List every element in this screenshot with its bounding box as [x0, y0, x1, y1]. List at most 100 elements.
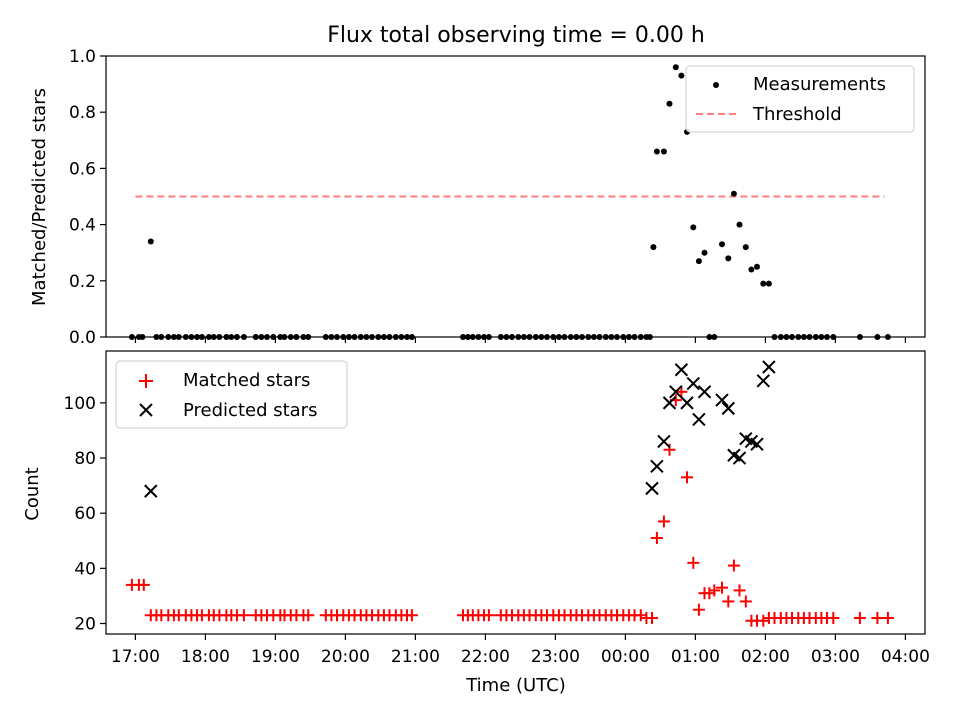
predicted-star-point — [715, 393, 729, 407]
matched-star-point — [881, 612, 894, 625]
predicted-star-point — [662, 396, 677, 410]
x-tick-label: 01:00 — [671, 647, 720, 667]
predicted-star-point — [144, 484, 158, 498]
y-tick-label: 0.6 — [69, 159, 96, 179]
predicted-star-point — [721, 401, 736, 416]
x-tick-label: 20:00 — [321, 647, 370, 667]
predicted-star-point — [762, 360, 776, 374]
matched-star-point — [482, 609, 495, 622]
matched-star-point — [634, 609, 647, 622]
bottom-legend-box — [115, 360, 348, 429]
matched-star-point — [692, 603, 705, 616]
x-tick-label: 23:00 — [531, 647, 580, 667]
bottom-legend: Matched stars Predicted stars — [115, 360, 348, 429]
y-tick-label: 80 — [74, 449, 96, 469]
bottom-markers — [125, 360, 894, 627]
measurement-point — [660, 148, 667, 155]
legend-matched-marker — [139, 374, 153, 388]
measurement-point — [678, 72, 685, 79]
y-tick-label: 40 — [74, 559, 96, 579]
x-axis-label: Time (UTC) — [465, 675, 566, 696]
matched-star-point — [675, 385, 688, 398]
measurement-point — [765, 280, 772, 287]
predicted-star-point — [680, 396, 694, 410]
top-panel: 0.0 0.2 0.4 0.6 0.8 1.0 Matched/Predicted sta… — [29, 47, 926, 348]
predicted-star-point — [674, 363, 689, 377]
top-legend: Measurements Threshold — [685, 65, 915, 133]
measurement-point — [736, 221, 743, 228]
chart-title: Flux total observing time = 0.00 h — [327, 23, 705, 48]
legend-predicted-label: Predicted stars — [183, 400, 317, 421]
measurement-point — [666, 100, 673, 107]
matched-star-point — [722, 595, 735, 608]
x-tick-label: 03:00 — [811, 647, 860, 667]
matched-star-point — [739, 595, 752, 608]
measurement-point — [760, 280, 767, 287]
measurement-point — [695, 258, 702, 265]
y-tick-label: 0.8 — [69, 103, 96, 123]
measurement-point — [650, 244, 657, 251]
matched-star-point — [405, 609, 418, 622]
matched-star-point — [657, 515, 670, 528]
measurement-point — [725, 255, 732, 262]
top-plot-frame — [105, 55, 926, 338]
x-tick-label: 04:00 — [881, 647, 930, 667]
top-legend-box — [685, 65, 915, 133]
matched-star-point — [827, 612, 840, 625]
predicted-star-point — [732, 451, 747, 465]
y-tick-label: 1.0 — [69, 47, 96, 67]
y-tick-label: 0.4 — [69, 216, 96, 236]
predicted-star-point — [650, 459, 664, 474]
matched-star-point — [871, 612, 884, 625]
measurement-point — [719, 241, 725, 248]
predicted-star-point — [645, 481, 659, 496]
matched-star-point — [716, 581, 728, 594]
predicted-star-point — [657, 434, 671, 449]
y-tick-label: 20 — [74, 615, 96, 635]
measurement-point — [754, 263, 760, 270]
y-tick-label: 100 — [64, 394, 96, 414]
predicted-star-point — [750, 437, 764, 451]
legend-measurements-label: Measurements — [753, 74, 886, 95]
predicted-star-point — [669, 385, 683, 399]
top-x-ticks — [134, 337, 907, 343]
legend-threshold-label: Threshold — [752, 104, 842, 125]
legend-measurements-dot — [713, 82, 719, 88]
measurement-point — [742, 244, 749, 251]
matched-star-point — [733, 584, 746, 597]
x-tick-label: 22:00 — [461, 647, 510, 667]
matched-star-point — [237, 609, 250, 622]
predicted-star-point — [686, 376, 701, 391]
y-tick-label: 60 — [74, 504, 96, 524]
y-tick-label: 0.2 — [69, 272, 96, 292]
measurement-point — [701, 249, 708, 256]
measurement-point — [730, 190, 737, 197]
x-tick-label: 02:00 — [741, 647, 790, 667]
bottom-y-ticks: 20 40 60 80 100 — [64, 394, 106, 635]
legend-predicted-marker — [139, 403, 153, 417]
matched-star-point — [137, 578, 150, 591]
y-tick-label: 0.0 — [69, 328, 96, 348]
measurement-point — [672, 64, 679, 71]
matched-star-point — [757, 614, 770, 627]
top-y-axis-label: Matched/Predicted stars — [29, 88, 50, 306]
matched-star-point — [708, 584, 721, 597]
x-tick-label: 19:00 — [251, 647, 300, 667]
measurement-point — [147, 238, 154, 245]
predicted-star-point — [697, 385, 712, 399]
matched-star-point — [681, 471, 693, 484]
matched-star-point — [687, 556, 700, 569]
legend-matched-label: Matched stars — [183, 370, 310, 391]
bottom-x-ticks: 17:00 18:00 19:00 20:00 21:00 22:00 23:00 00:00… — [111, 634, 930, 667]
matched-star-point — [727, 559, 740, 572]
x-tick-label: 17:00 — [111, 647, 160, 667]
measurement-point — [653, 148, 660, 155]
measurement-point — [690, 224, 697, 231]
matched-star-point — [646, 612, 658, 625]
matched-star-point — [663, 443, 676, 456]
x-tick-label: 00:00 — [601, 647, 650, 667]
x-tick-label: 18:00 — [181, 647, 230, 667]
predicted-star-point — [692, 412, 706, 427]
x-tick-label: 21:00 — [391, 647, 440, 667]
